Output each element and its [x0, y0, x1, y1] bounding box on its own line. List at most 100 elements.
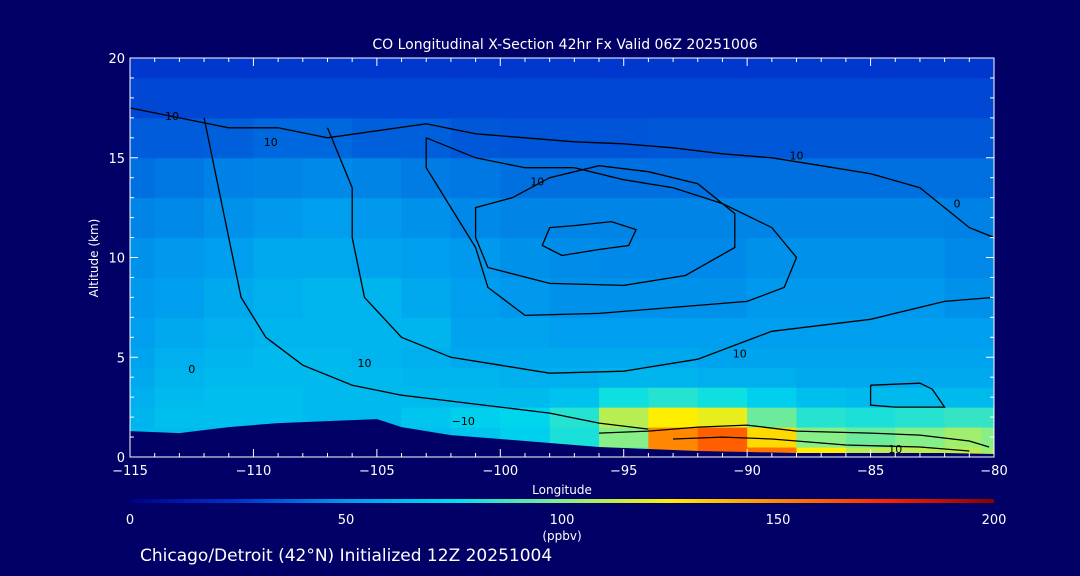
heatmap-cell: [401, 387, 452, 408]
heatmap-cell: [599, 387, 649, 408]
heatmap-cell: [796, 407, 847, 428]
heatmap-cell: [845, 277, 896, 318]
heatmap-cell: [253, 347, 304, 368]
contour-line: [541, 220, 637, 257]
y-tick-label: 5: [117, 351, 125, 366]
heatmap-cell: [796, 367, 847, 388]
heatmap-cell: [599, 157, 649, 199]
heatmap-cell: [981, 77, 994, 119]
contour-label: 10: [790, 150, 804, 163]
heatmap-cell: [747, 58, 798, 79]
contour-line: [203, 117, 649, 430]
heatmap-cells: [130, 58, 994, 457]
heatmap-cell: [253, 387, 304, 408]
heatmap-cell: [130, 347, 156, 368]
heatmap-cell: [154, 317, 205, 348]
heatmap-cell: [302, 77, 353, 119]
heatmap-cell: [796, 447, 847, 457]
heatmap-cell: [697, 317, 748, 348]
heatmap-cell: [154, 117, 205, 159]
heatmap-cell: [747, 317, 798, 348]
footer-caption: Chicago/Detroit (42°N) Initialized 12Z 2…: [140, 546, 552, 566]
heatmap-cell: [796, 317, 847, 348]
heatmap-cell: [302, 197, 353, 239]
heatmap-cell: [697, 347, 748, 368]
heatmap-cell: [130, 117, 156, 159]
heatmap-cell: [450, 77, 501, 119]
heatmap-cell: [401, 407, 452, 428]
heatmap-cell: [845, 157, 896, 199]
colorbar-tick-label: 150: [766, 513, 791, 528]
contour-label: 10: [165, 110, 179, 123]
heatmap-cell: [747, 347, 798, 368]
heatmap-cell: [599, 58, 649, 79]
heatmap-cell: [450, 367, 501, 388]
contour-label: 10: [358, 357, 372, 370]
colorbar: 0 50 100 150 200 (ppbv): [126, 499, 1006, 543]
heatmap-cell: [549, 197, 600, 239]
heatmap-cell: [352, 367, 403, 388]
heatmap-cell: [895, 77, 946, 119]
heatmap-cell: [352, 77, 403, 119]
heatmap-cell: [500, 277, 551, 318]
heatmap-cell: [895, 367, 946, 388]
heatmap-cell: [648, 317, 699, 348]
heatmap-cell: [845, 237, 896, 278]
heatmap-cell: [796, 157, 847, 199]
heatmap-cell: [944, 447, 983, 457]
heatmap-cell: [648, 197, 699, 239]
heatmap-cell: [549, 58, 600, 79]
heatmap-cell: [450, 407, 501, 428]
heatmap-cell: [352, 347, 403, 368]
contour-line: [425, 137, 798, 317]
contour-label: −10: [452, 415, 475, 428]
heatmap-cell: [648, 117, 699, 159]
heatmap-cell: [204, 387, 254, 408]
heatmap-cell: [895, 58, 946, 79]
heatmap-cell: [845, 317, 896, 348]
heatmap-cell: [895, 427, 946, 448]
heatmap-cell: [204, 197, 254, 239]
heatmap-cell: [352, 237, 403, 278]
heatmap-cell: [450, 157, 501, 199]
heatmap-cell: [796, 347, 847, 368]
heatmap-cell: [796, 387, 847, 408]
heatmap-cell: [944, 407, 983, 428]
heatmap-cell: [154, 77, 205, 119]
heatmap-cell: [500, 197, 551, 239]
contour-label: 10: [733, 347, 747, 360]
heatmap-cell: [302, 367, 353, 388]
contour-lines: [130, 107, 994, 452]
heatmap-cell: [450, 277, 501, 318]
heatmap-cell: [450, 58, 501, 79]
heatmap-cell: [895, 157, 946, 199]
heatmap-cell: [747, 407, 798, 428]
y-tick-label: 0: [117, 451, 125, 466]
heatmap-cell: [401, 367, 452, 388]
x-tick-label: −95: [610, 464, 637, 479]
heatmap-cell: [401, 237, 452, 278]
heatmap-cell: [648, 77, 699, 119]
heatmap-cell: [895, 347, 946, 368]
colorbar-tick-label: 0: [126, 513, 134, 528]
heatmap-cell: [796, 277, 847, 318]
heatmap-cell: [648, 237, 699, 278]
heatmap-cell: [747, 157, 798, 199]
heatmap-cell: [204, 347, 254, 368]
heatmap-cell: [981, 387, 994, 408]
heatmap-cell: [697, 367, 748, 388]
y-tick-label: 10: [108, 252, 125, 267]
heatmap-cell: [204, 157, 254, 199]
heatmap-cell: [944, 58, 983, 79]
heatmap-cell: [747, 117, 798, 159]
heatmap-cell: [500, 367, 551, 388]
heatmap-cell: [648, 407, 699, 428]
heatmap-cell: [154, 237, 205, 278]
heatmap-cell: [549, 347, 600, 368]
terrain-mask: [130, 419, 994, 457]
contour-label: 10: [264, 136, 278, 149]
x-axis: −115 −110 −105 −100 −95 −90 −85 −80: [112, 58, 1008, 479]
heatmap-cell: [302, 347, 353, 368]
heatmap-cell: [796, 77, 847, 119]
heatmap-cell: [648, 427, 699, 448]
